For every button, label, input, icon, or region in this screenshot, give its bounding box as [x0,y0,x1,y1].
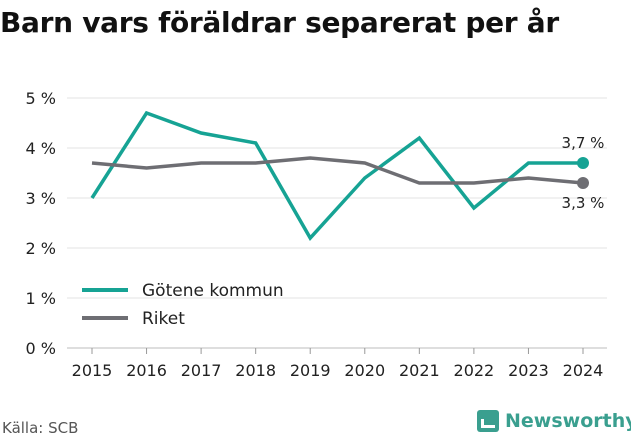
bar-chart-icon [477,410,499,432]
series-line-2 [91,156,584,185]
source-note: Källa: SCB [2,419,79,437]
brand-name: Newsworthy [505,410,631,432]
grid-lines [67,97,607,349]
x-tick-label: 2016 [126,361,167,380]
legend: Götene kommun Riket [82,281,284,329]
x-tick-label: 2022 [454,361,495,380]
data-label: 3,7 % [562,134,605,152]
brand-logo: Newsworthy [477,410,631,432]
x-tick-label: 2021 [399,361,440,380]
y-tick-label: 0 % [26,339,56,358]
x-tick-label: 2023 [508,361,549,380]
x-tick-label: 2015 [72,361,113,380]
y-tick-label: 3 % [26,189,56,208]
y-tick-label: 2 % [26,239,56,258]
series-end-point [577,157,589,169]
series-end-point [577,177,589,189]
line-chart: 0 % 1 % 2 % 3 % 4 % 5 % 2015 2016 2017 2018 2019 20… [26,89,607,380]
data-label: 3,3 % [562,194,605,212]
legend-label: Götene kommun [142,281,284,301]
y-tick-label: 5 % [26,89,56,108]
data-labels: 3,7 % 3,3 % [562,134,605,212]
x-tick-label: 2019 [290,361,331,380]
axes: 0 % 1 % 2 % 3 % 4 % 5 % 2015 2016 2017 2018 2019 20… [26,89,604,380]
legend-label: Riket [142,309,185,329]
y-tick-label: 4 % [26,139,56,158]
x-tick-label: 2024 [563,361,604,380]
series-lines [90,110,589,241]
y-tick-label: 1 % [26,289,56,308]
x-tick-label: 2017 [181,361,222,380]
x-tick-label: 2018 [235,361,276,380]
x-tick-label: 2020 [344,361,385,380]
series-line-1 [90,110,583,241]
chart-title: Barn vars föräldrar separerat per år [0,6,559,39]
